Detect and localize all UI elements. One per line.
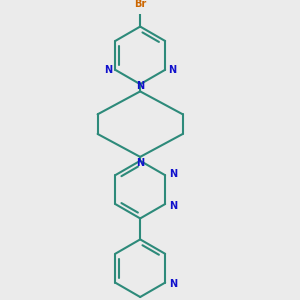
Text: N: N	[169, 279, 177, 289]
Text: Br: Br	[134, 0, 146, 9]
Text: N: N	[169, 169, 177, 178]
Text: N: N	[104, 65, 112, 75]
Text: N: N	[168, 65, 176, 75]
Text: N: N	[169, 201, 177, 211]
Text: N: N	[136, 158, 144, 168]
Text: N: N	[136, 80, 144, 91]
